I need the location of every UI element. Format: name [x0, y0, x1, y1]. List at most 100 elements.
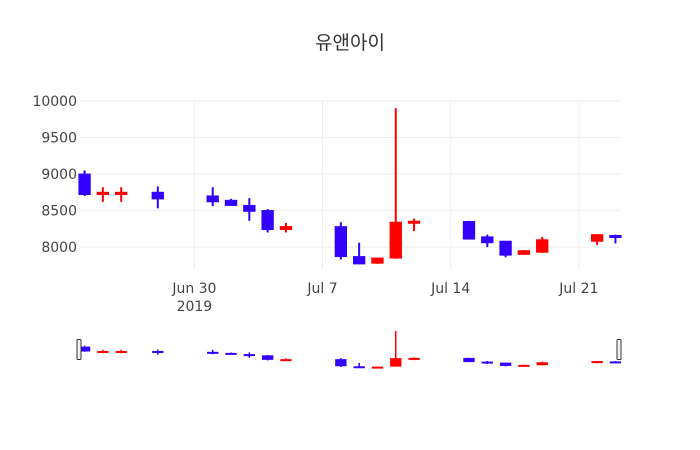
- slider-candle: [591, 361, 603, 364]
- slider-candle: [115, 349, 127, 354]
- candle: [499, 240, 512, 258]
- y-tick-label: 8500: [41, 204, 77, 220]
- candle: [261, 209, 274, 233]
- candle: [536, 236, 549, 253]
- candle-body: [206, 195, 219, 203]
- slider-candle: [243, 352, 255, 358]
- slider-candle: [536, 361, 548, 366]
- slider-candle-body: [225, 352, 237, 355]
- candle: [371, 257, 384, 264]
- slider-candle: [78, 345, 91, 352]
- range-slider-left-handle[interactable]: [76, 339, 82, 360]
- y-tick-label: 10000: [32, 94, 77, 110]
- y-tick-label: 8000: [41, 240, 77, 256]
- x-tick-label: Jul 21: [558, 281, 598, 297]
- candle-body: [78, 173, 91, 195]
- candle: [407, 218, 421, 232]
- y-tick-label: 9500: [41, 131, 77, 147]
- slider-candle-body: [481, 361, 493, 364]
- slider-candle: [499, 362, 512, 367]
- candle: [517, 250, 531, 255]
- slider-candle-body: [243, 354, 255, 357]
- candle-body: [224, 199, 238, 206]
- slider-candle: [353, 362, 365, 369]
- candle-body: [334, 226, 348, 258]
- slider-candle-body: [152, 350, 164, 353]
- x-tick-label: Jul 7: [306, 281, 337, 297]
- slider-candle-body: [536, 362, 548, 366]
- candle-body: [243, 204, 256, 212]
- chart-title: 유앤아이: [315, 32, 385, 54]
- candle-body: [279, 226, 293, 231]
- candle-body: [407, 220, 421, 224]
- slider-candle-body: [463, 357, 475, 363]
- x-tick-label: Jun 30: [171, 281, 216, 297]
- slider-candle: [609, 361, 622, 364]
- slider-candle: [97, 349, 109, 354]
- candle-body: [371, 257, 384, 264]
- slider-candle-body: [371, 366, 384, 369]
- grid-lines: [80, 100, 620, 269]
- slider-candle-body: [97, 350, 109, 353]
- slider-candle: [518, 364, 530, 367]
- slider-candle: [335, 358, 347, 367]
- slider-candle-body: [335, 359, 347, 367]
- slider-candle-body: [207, 351, 219, 354]
- candle: [609, 234, 622, 244]
- slider-candle-body: [353, 366, 365, 369]
- slider-candle-body: [261, 355, 274, 360]
- candle-body: [151, 191, 164, 200]
- slider-candle: [280, 358, 292, 362]
- slider-candle: [463, 357, 475, 363]
- slider-candle: [152, 349, 164, 355]
- candle-body: [261, 210, 274, 231]
- candle-body: [96, 191, 110, 195]
- slider-candle-body: [78, 346, 91, 352]
- slider-candle: [207, 349, 219, 355]
- candle: [462, 220, 476, 240]
- candle: [151, 186, 164, 209]
- slider-candle-body: [280, 359, 292, 362]
- candle-body: [536, 239, 549, 253]
- candle-body: [462, 221, 476, 240]
- candle-body: [115, 191, 128, 195]
- candle: [389, 108, 402, 259]
- candle-body: [590, 234, 604, 242]
- range-slider-right-handle[interactable]: [616, 339, 622, 360]
- slider-candle: [225, 352, 237, 355]
- candle: [590, 234, 604, 245]
- candle-body: [517, 250, 531, 255]
- slider-candle: [371, 366, 384, 369]
- slider-candle-body: [591, 361, 603, 364]
- slider-candle-body: [499, 362, 512, 366]
- candle: [243, 198, 256, 221]
- slider-candle: [481, 361, 493, 365]
- slider-candle-body: [115, 350, 127, 353]
- slider-candle: [390, 331, 402, 367]
- range-slider[interactable]: [76, 331, 622, 369]
- candle: [115, 187, 128, 202]
- slider-candle: [408, 357, 420, 361]
- candle-body: [481, 236, 494, 244]
- candle-body: [499, 240, 512, 256]
- candle: [96, 187, 110, 202]
- candle-body: [389, 221, 402, 259]
- axis-labels: 8000 8500 9000 9500 10000 Jun 30 2019 Jul 7 Jul …: [32, 94, 598, 315]
- candle-body: [609, 234, 622, 238]
- slider-candle-body: [609, 361, 622, 364]
- slider-candle: [261, 354, 274, 361]
- x-tick-label: Jul 14: [430, 281, 470, 297]
- y-tick-label: 9000: [41, 167, 77, 183]
- candle: [279, 222, 293, 233]
- x-tick-sublabel: 2019: [177, 299, 213, 315]
- slider-candle-body: [518, 364, 530, 367]
- candle: [334, 222, 348, 260]
- slider-candle-body: [408, 357, 420, 360]
- candle: [481, 234, 494, 248]
- candle: [224, 198, 238, 206]
- candles: [78, 108, 622, 265]
- candle-body: [352, 256, 366, 265]
- candle: [352, 242, 366, 265]
